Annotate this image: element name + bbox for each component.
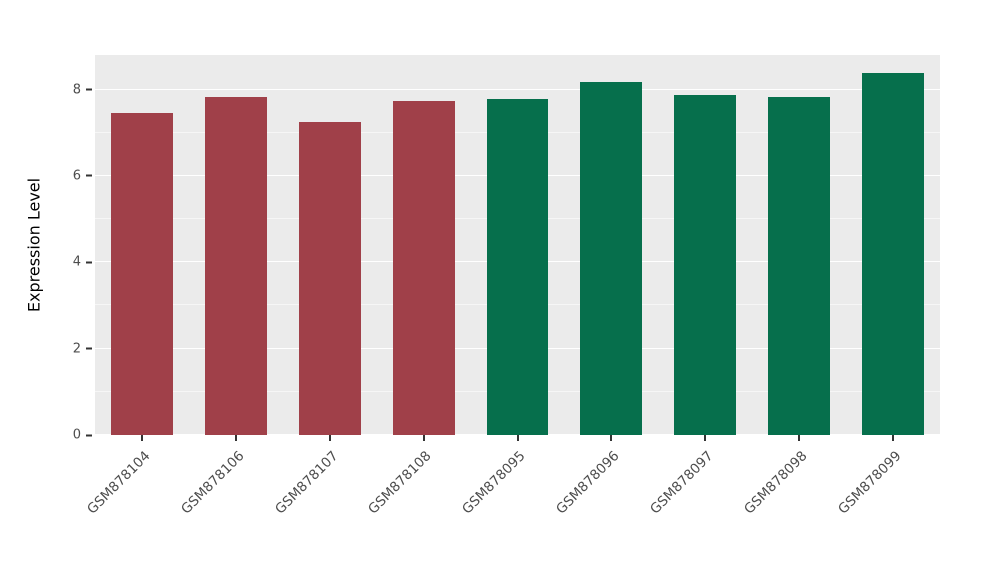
y-tick-label: 8 [72,82,81,98]
x-tick-mark [328,435,331,441]
x-tick-label: GSM878095 [459,448,529,518]
x-slot: GSM878097 [647,435,752,555]
x-tick-label: GSM878106 [177,448,248,518]
y-tick: 2 [73,341,95,356]
bar-GSM878106 [204,96,267,435]
x-axis: GSM878104 GSM878106 GSM878107 GSM878108 GSM8… [84,435,940,555]
y-tick-mark [86,174,92,177]
bars [95,55,940,435]
x-tick-mark [610,435,613,441]
x-tick-mark [422,435,425,441]
x-tick-label: GSM878098 [741,448,811,518]
y-tick-mark [86,347,92,350]
x-tick-mark [516,435,519,441]
x-slot: GSM878098 [741,435,846,555]
y-tick: 6 [73,168,95,183]
y-tick-mark [86,261,92,264]
y-axis: 0 2 4 6 8 [0,55,95,443]
x-tick-label: GSM878099 [834,448,905,518]
y-tick: 4 [73,255,95,270]
bar-slot [471,55,565,435]
x-tick-mark [140,435,143,441]
x-tick-label: GSM878108 [365,448,435,518]
bar-slot [846,55,940,435]
y-tick-mark [86,434,92,436]
x-slot: GSM878106 [178,435,283,555]
bar-GSM878099 [862,73,925,435]
x-tick-mark [704,435,707,441]
x-tick-label: GSM878097 [647,448,717,518]
x-tick-label: GSM878107 [271,448,342,518]
y-tick: 0 [73,428,95,443]
bar-GSM878095 [486,99,549,435]
x-tick-mark [798,435,801,441]
y-tick-label: 6 [72,168,81,184]
bar-slot [658,55,752,435]
x-tick-mark [234,435,237,441]
plot-panel [95,55,940,435]
x-tick-mark [892,435,895,441]
bar-GSM878098 [768,96,831,435]
x-slot: GSM878096 [553,435,658,555]
bar-slot [189,55,283,435]
bar-GSM878097 [674,94,737,435]
bar-GSM878108 [392,100,455,435]
bar-GSM878096 [580,81,643,435]
x-slot: GSM878104 [84,435,189,555]
x-slot: GSM878107 [272,435,377,555]
gridline-major [95,88,940,90]
y-tick-label: 0 [72,427,81,443]
x-tick-label: GSM878096 [553,448,623,518]
y-tick-label: 4 [72,254,81,270]
y-tick-label: 2 [72,341,81,357]
x-slot: GSM878099 [835,435,940,555]
bar-GSM878107 [298,121,361,435]
bar-slot [752,55,846,435]
bar-slot [283,55,377,435]
y-tick-mark [86,88,92,91]
x-slot: GSM878108 [365,435,471,555]
x-slot: GSM878095 [459,435,565,555]
bar-GSM878104 [110,112,173,435]
bar-slot [564,55,658,435]
bar-slot [95,55,189,435]
x-tick-label: GSM878104 [83,448,154,518]
bar-slot [377,55,471,435]
y-tick: 8 [73,82,95,97]
